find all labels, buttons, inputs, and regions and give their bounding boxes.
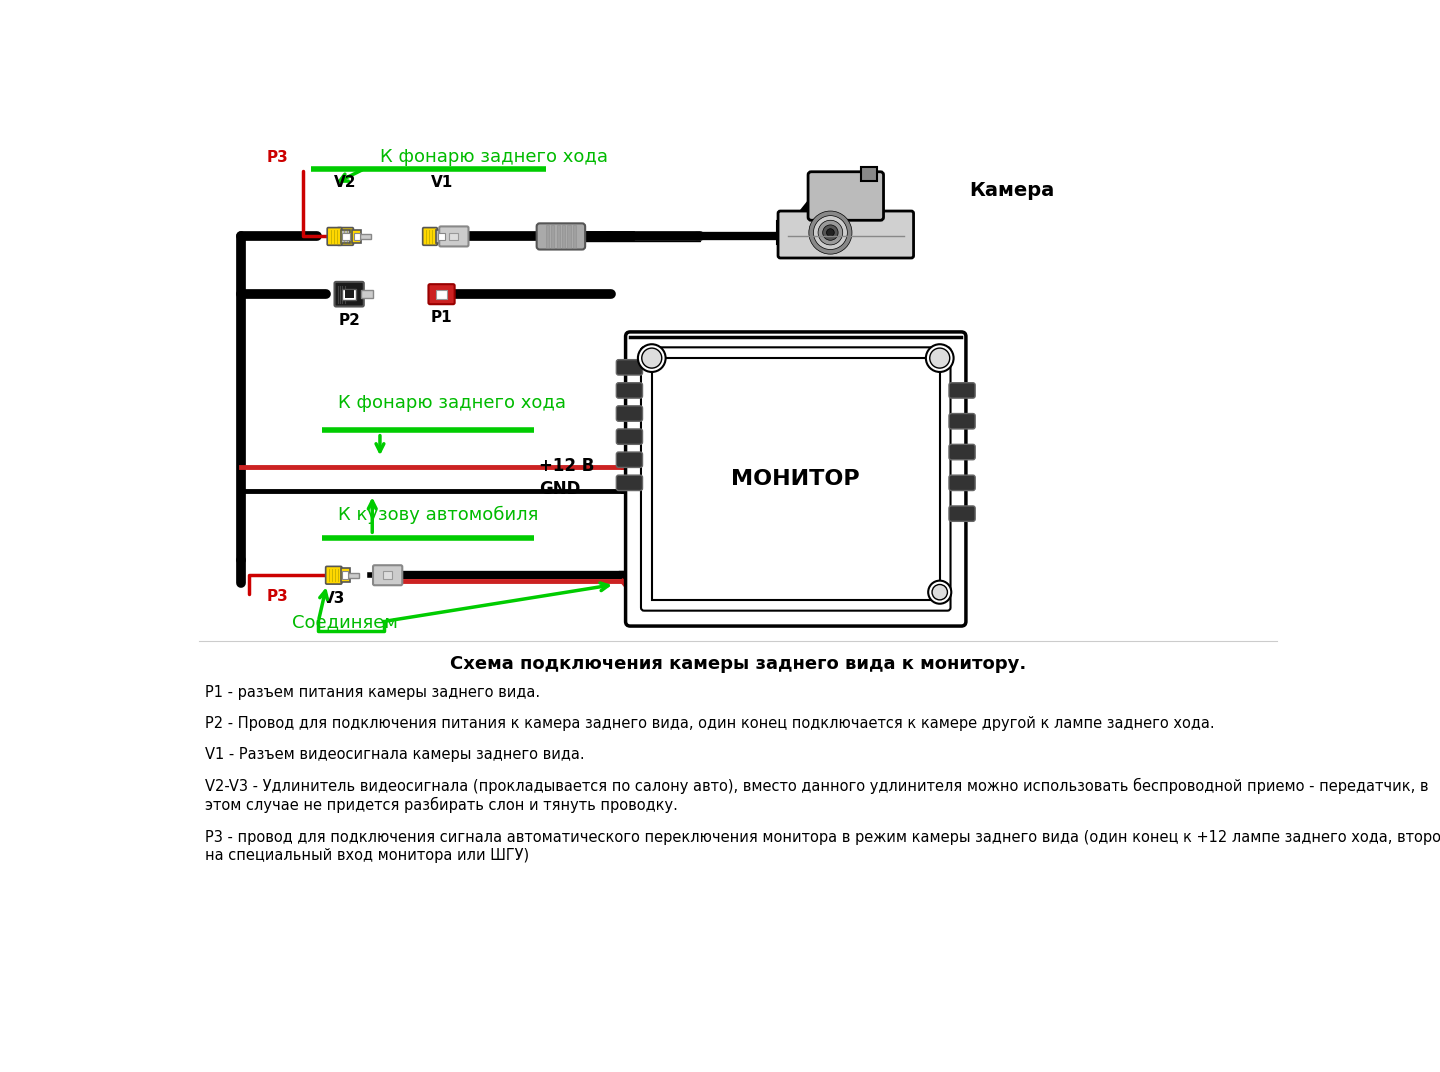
FancyBboxPatch shape bbox=[616, 406, 642, 421]
FancyBboxPatch shape bbox=[537, 223, 585, 250]
Bar bbox=[776, 221, 785, 244]
Text: P3: P3 bbox=[266, 150, 288, 165]
Text: К кузову автомобиля: К кузову автомобиля bbox=[337, 506, 539, 524]
FancyBboxPatch shape bbox=[949, 383, 975, 398]
FancyBboxPatch shape bbox=[337, 227, 353, 245]
Bar bbox=[436, 229, 445, 243]
Bar bbox=[360, 234, 370, 239]
Bar bbox=[344, 291, 354, 298]
Bar bbox=[449, 233, 458, 240]
Circle shape bbox=[932, 584, 948, 600]
FancyBboxPatch shape bbox=[808, 172, 884, 220]
FancyBboxPatch shape bbox=[616, 359, 642, 375]
Bar bbox=[348, 572, 359, 578]
Bar bbox=[343, 571, 348, 579]
Bar bbox=[438, 233, 445, 240]
Circle shape bbox=[638, 344, 665, 372]
Text: P3: P3 bbox=[266, 590, 288, 605]
Circle shape bbox=[822, 225, 838, 240]
Bar bbox=[341, 229, 350, 243]
Bar bbox=[341, 568, 350, 582]
Bar bbox=[383, 571, 392, 579]
Text: V1 - Разъем видеосигнала камеры заднего вида.: V1 - Разъем видеосигнала камеры заднего … bbox=[204, 747, 585, 762]
Bar bbox=[573, 225, 576, 248]
Bar bbox=[652, 358, 940, 600]
FancyBboxPatch shape bbox=[625, 332, 966, 626]
FancyBboxPatch shape bbox=[423, 227, 438, 245]
FancyBboxPatch shape bbox=[373, 565, 402, 585]
Text: V1: V1 bbox=[431, 175, 452, 190]
FancyBboxPatch shape bbox=[616, 475, 642, 491]
Text: P1 - разъем питания камеры заднего вида.: P1 - разъем питания камеры заднего вида. bbox=[204, 685, 540, 700]
Text: P1: P1 bbox=[431, 310, 452, 325]
Bar bbox=[567, 225, 570, 248]
FancyBboxPatch shape bbox=[325, 566, 341, 584]
Text: V2-V3 - Удлинитель видеосигнала (прокладывается по салону авто), вместо данного : V2-V3 - Удлинитель видеосигнала (проклад… bbox=[204, 778, 1428, 813]
Text: К фонарю заднего хода: К фонарю заднего хода bbox=[337, 394, 566, 413]
Bar bbox=[546, 225, 549, 248]
Text: P2 - Провод для подключения питания к камера заднего вида, один конец подключает: P2 - Провод для подключения питания к ка… bbox=[204, 716, 1215, 731]
Bar bbox=[552, 225, 554, 248]
Bar bbox=[343, 233, 350, 240]
Circle shape bbox=[814, 215, 847, 250]
FancyBboxPatch shape bbox=[616, 429, 642, 444]
Text: Соединяем: Соединяем bbox=[292, 614, 399, 631]
Bar bbox=[557, 225, 560, 248]
FancyBboxPatch shape bbox=[949, 414, 975, 429]
FancyBboxPatch shape bbox=[949, 506, 975, 521]
Text: Камера: Камера bbox=[969, 181, 1054, 200]
Bar bbox=[353, 229, 361, 243]
FancyBboxPatch shape bbox=[439, 226, 468, 247]
Circle shape bbox=[642, 348, 662, 368]
FancyBboxPatch shape bbox=[327, 227, 341, 245]
FancyBboxPatch shape bbox=[616, 383, 642, 398]
FancyBboxPatch shape bbox=[616, 452, 642, 467]
Text: +12 В: +12 В bbox=[540, 457, 595, 475]
Text: К фонарю заднего хода: К фонарю заднего хода bbox=[380, 148, 608, 166]
Text: МОНИТОР: МОНИТОР bbox=[732, 468, 860, 489]
Text: P2: P2 bbox=[338, 313, 360, 328]
Text: GND: GND bbox=[540, 480, 580, 498]
Bar bbox=[861, 167, 877, 181]
Bar bbox=[360, 291, 373, 298]
Text: Р3 - провод для подключения сигнала автоматического переключения монитора в режи: Р3 - провод для подключения сигнала авто… bbox=[204, 830, 1440, 863]
Circle shape bbox=[929, 581, 952, 604]
FancyBboxPatch shape bbox=[949, 475, 975, 491]
Bar bbox=[436, 289, 446, 299]
FancyBboxPatch shape bbox=[641, 347, 950, 611]
Circle shape bbox=[930, 348, 950, 368]
FancyBboxPatch shape bbox=[778, 211, 913, 258]
FancyBboxPatch shape bbox=[334, 282, 364, 307]
Text: V2: V2 bbox=[334, 175, 357, 190]
FancyBboxPatch shape bbox=[949, 444, 975, 460]
Bar bbox=[343, 288, 356, 299]
Circle shape bbox=[827, 228, 834, 237]
Text: Схема подключения камеры заднего вида к монитору.: Схема подключения камеры заднего вида к … bbox=[449, 655, 1027, 672]
FancyBboxPatch shape bbox=[429, 284, 455, 304]
Text: V3: V3 bbox=[323, 591, 346, 606]
Circle shape bbox=[926, 344, 953, 372]
Circle shape bbox=[818, 220, 842, 244]
Bar bbox=[562, 225, 564, 248]
Circle shape bbox=[809, 211, 852, 254]
Bar bbox=[354, 233, 360, 240]
